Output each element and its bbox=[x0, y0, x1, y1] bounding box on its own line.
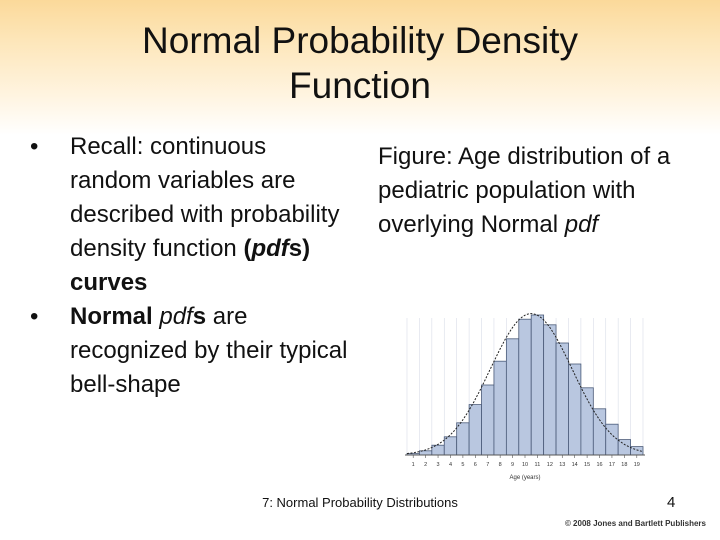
bar-age-11 bbox=[530, 314, 545, 456]
bar-age-6 bbox=[468, 404, 482, 456]
normal-pdf-curve bbox=[406, 313, 644, 455]
x-tick-label-15: 15 bbox=[584, 462, 590, 468]
x-tick-label-16: 16 bbox=[596, 462, 602, 468]
bullet-recall: Recall: continuous random variables are … bbox=[30, 130, 350, 300]
bar-age-9 bbox=[505, 338, 520, 456]
x-tick-label-13: 13 bbox=[559, 462, 565, 468]
bar-age-10 bbox=[518, 318, 532, 456]
bar-age-13 bbox=[555, 342, 569, 456]
x-tick-label-1: 1 bbox=[412, 462, 415, 468]
slide-title: Normal Probability Density Function bbox=[60, 18, 660, 108]
x-tick-label-5: 5 bbox=[461, 462, 464, 468]
bullet-list: Recall: continuous random variables are … bbox=[30, 130, 350, 402]
bar-age-8 bbox=[493, 360, 507, 456]
bar-age-14 bbox=[568, 363, 582, 456]
footer-text: 7: Normal Probability Distributions bbox=[262, 495, 458, 510]
x-tick-label-6: 6 bbox=[474, 462, 477, 468]
bar-age-17 bbox=[605, 423, 619, 456]
x-tick-label-10: 10 bbox=[522, 462, 528, 468]
bullet-normal-pdfs: Normal pdfs are recognized by their typi… bbox=[30, 300, 350, 402]
bullet2-normal: Normal bbox=[70, 303, 160, 330]
figure-caption: Figure: Age distribution of a pediatric … bbox=[378, 140, 698, 242]
bar-age-3 bbox=[431, 444, 445, 456]
x-tick-label-11: 11 bbox=[535, 462, 541, 468]
x-tick-label-17: 17 bbox=[609, 462, 615, 468]
x-axis-label: Age (years) bbox=[509, 475, 540, 481]
title-line-2: Function bbox=[289, 65, 431, 106]
bar-age-4 bbox=[443, 436, 458, 456]
x-tick-label-12: 12 bbox=[547, 462, 553, 468]
bar-age-12 bbox=[543, 324, 557, 456]
caption-pdf: pdf bbox=[564, 211, 599, 238]
x-tick-label-7: 7 bbox=[486, 462, 489, 468]
bar-age-7 bbox=[481, 384, 495, 456]
x-tick-label-9: 9 bbox=[511, 462, 514, 468]
x-tick-label-18: 18 bbox=[621, 462, 627, 468]
bullet2-pdf: pdf bbox=[159, 303, 193, 330]
x-tick-label-14: 14 bbox=[572, 462, 578, 468]
bullet2-tail: are recognized by their typical bell-sha… bbox=[70, 303, 348, 398]
bullet1-tail: s) curves bbox=[70, 235, 311, 296]
bar-age-15 bbox=[580, 387, 594, 456]
bullet2-s: s bbox=[192, 303, 207, 330]
x-tick-label-2: 2 bbox=[424, 462, 427, 468]
x-tick-label-3: 3 bbox=[437, 462, 440, 468]
copyright-notice: © 2008 Jones and Bartlett Publishers bbox=[564, 519, 706, 528]
caption-text: Figure: Age distribution of a pediatric … bbox=[378, 143, 671, 238]
page-number: 4 bbox=[667, 494, 676, 511]
x-tick-label-4: 4 bbox=[449, 462, 452, 468]
bullet1-open-paren: ( bbox=[243, 235, 252, 262]
bullet1-text: Recall: continuous random variables are … bbox=[70, 133, 340, 262]
x-tick-label-8: 8 bbox=[499, 462, 502, 468]
bar-age-18 bbox=[617, 439, 631, 456]
bar-age-16 bbox=[592, 408, 607, 456]
x-tick-label-19: 19 bbox=[634, 462, 640, 468]
bullet1-pdf: pdf bbox=[251, 235, 289, 262]
bar-age-5 bbox=[456, 422, 470, 456]
title-line-1: Normal Probability Density bbox=[142, 20, 578, 61]
